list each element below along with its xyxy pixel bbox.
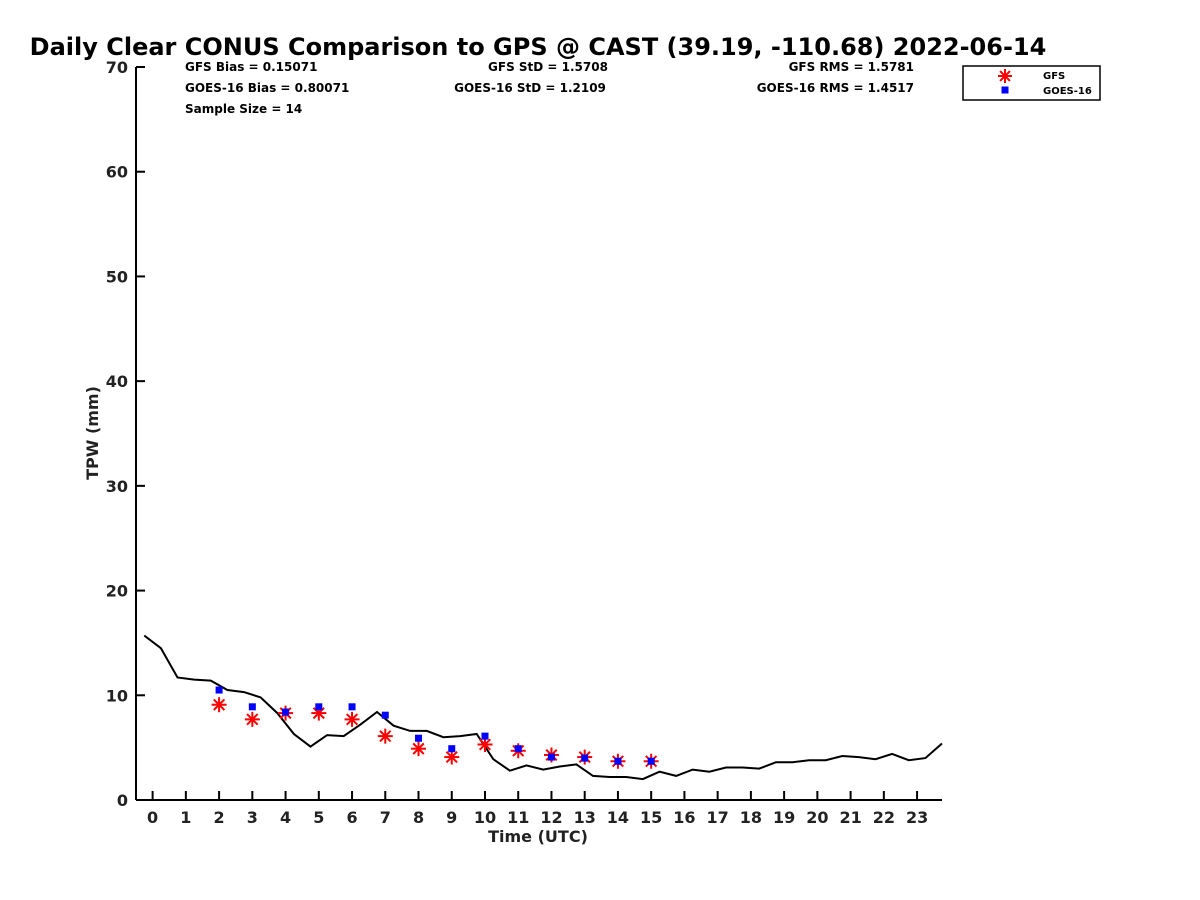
goes-bias-text: GOES-16 Bias = 0.80071 bbox=[185, 81, 349, 95]
gps-reference-line bbox=[143, 634, 943, 781]
x-tick-label: 11 bbox=[507, 808, 529, 827]
asterisk-stroke bbox=[412, 742, 425, 755]
chart-title: Daily Clear CONUS Comparison to GPS @ CA… bbox=[30, 33, 1047, 61]
legend-gfs-marker bbox=[998, 69, 1012, 83]
asterisk-stroke bbox=[246, 713, 259, 726]
gfs-point bbox=[411, 741, 427, 757]
x-tick-label: 21 bbox=[839, 808, 861, 827]
sample-size-text: Sample Size = 14 bbox=[185, 102, 302, 116]
y-tick-label: 60 bbox=[106, 163, 128, 182]
x-tick-label: 10 bbox=[474, 808, 496, 827]
goes-16-point bbox=[514, 745, 522, 753]
x-tick-label: 5 bbox=[313, 808, 324, 827]
y-axis-ticks: 0 10 20 30 40 50 60 70 bbox=[106, 58, 145, 810]
x-tick-label: 12 bbox=[540, 808, 562, 827]
x-tick-label: 6 bbox=[346, 808, 357, 827]
gfs-point bbox=[344, 711, 360, 727]
gfs-point bbox=[244, 711, 260, 727]
x-tick-label: 8 bbox=[413, 808, 424, 827]
y-tick-label: 20 bbox=[106, 582, 128, 601]
asterisk-stroke bbox=[445, 751, 458, 764]
statistics-block: GFS Bias = 0.15071 GOES-16 Bias = 0.8007… bbox=[185, 60, 914, 116]
legend-box bbox=[962, 65, 1101, 101]
goes-16-point bbox=[282, 708, 290, 716]
gfs-bias-text: GFS Bias = 0.15071 bbox=[185, 60, 317, 74]
x-tick-label: 7 bbox=[380, 808, 391, 827]
asterisk-stroke bbox=[346, 713, 359, 726]
x-tick-label: 16 bbox=[673, 808, 695, 827]
goes-16-point bbox=[481, 732, 489, 740]
goes-16-point bbox=[415, 734, 423, 742]
y-axis-label: TPW (mm) bbox=[83, 386, 102, 480]
goes-std-text: GOES-16 StD = 1.2109 bbox=[454, 81, 606, 95]
x-tick-label: 18 bbox=[740, 808, 762, 827]
y-tick-label: 70 bbox=[106, 58, 128, 77]
x-tick-label: 9 bbox=[446, 808, 457, 827]
x-tick-label: 14 bbox=[607, 808, 629, 827]
goes-16-point bbox=[381, 711, 389, 719]
goes-16-point bbox=[348, 703, 356, 711]
asterisk-stroke bbox=[213, 698, 226, 711]
x-tick-label: 23 bbox=[906, 808, 928, 827]
plot-area bbox=[143, 634, 943, 781]
y-tick-label: 0 bbox=[117, 791, 128, 810]
legend-gfs-label: GFS bbox=[1043, 71, 1065, 82]
goes-16-point bbox=[581, 754, 589, 762]
x-tick-label: 2 bbox=[214, 808, 225, 827]
y-tick-label: 50 bbox=[106, 267, 128, 286]
x-tick-label: 13 bbox=[574, 808, 596, 827]
gfs-point bbox=[377, 728, 393, 744]
x-tick-label: 0 bbox=[147, 808, 158, 827]
asterisk-stroke bbox=[999, 70, 1011, 82]
y-tick-label: 10 bbox=[106, 686, 128, 705]
x-tick-label: 4 bbox=[280, 808, 291, 827]
x-tick-label: 20 bbox=[806, 808, 828, 827]
asterisk-stroke bbox=[379, 730, 392, 743]
axes bbox=[135, 67, 942, 801]
x-tick-label: 22 bbox=[873, 808, 895, 827]
goes-rms-text: GOES-16 RMS = 1.4517 bbox=[757, 81, 914, 95]
legend-goes-marker bbox=[1001, 86, 1009, 94]
asterisk-stroke bbox=[478, 738, 492, 751]
goes-16-point bbox=[315, 703, 323, 711]
gfs-point bbox=[211, 697, 227, 713]
y-tick-label: 40 bbox=[106, 372, 128, 391]
goes-16-point bbox=[248, 703, 256, 711]
x-tick-label: 19 bbox=[773, 808, 795, 827]
gfs-std-text: GFS StD = 1.5708 bbox=[488, 60, 608, 74]
legend: GFS GOES-16 bbox=[962, 65, 1101, 101]
x-tick-label: 15 bbox=[640, 808, 662, 827]
goes-16-point bbox=[547, 753, 555, 761]
gfs-rms-text: GFS RMS = 1.5781 bbox=[789, 60, 914, 74]
x-axis-label: Time (UTC) bbox=[488, 827, 588, 846]
legend-goes-label: GOES-16 bbox=[1043, 86, 1092, 97]
goes-16-point bbox=[614, 757, 622, 765]
goes-16-point bbox=[215, 686, 223, 694]
x-axis-ticks: 0 1 2 3 4 5 6 7 8 9 10 11 12 13 14 15 16 17 18 19 20 21 22 23 bbox=[147, 791, 928, 827]
y-tick-label: 30 bbox=[106, 477, 128, 496]
asterisk-stroke bbox=[312, 707, 325, 720]
x-tick-label: 3 bbox=[247, 808, 258, 827]
goes-16-point bbox=[448, 745, 456, 753]
goes-16-point bbox=[647, 757, 655, 765]
x-tick-label: 1 bbox=[180, 808, 191, 827]
x-tick-label: 17 bbox=[707, 808, 729, 827]
